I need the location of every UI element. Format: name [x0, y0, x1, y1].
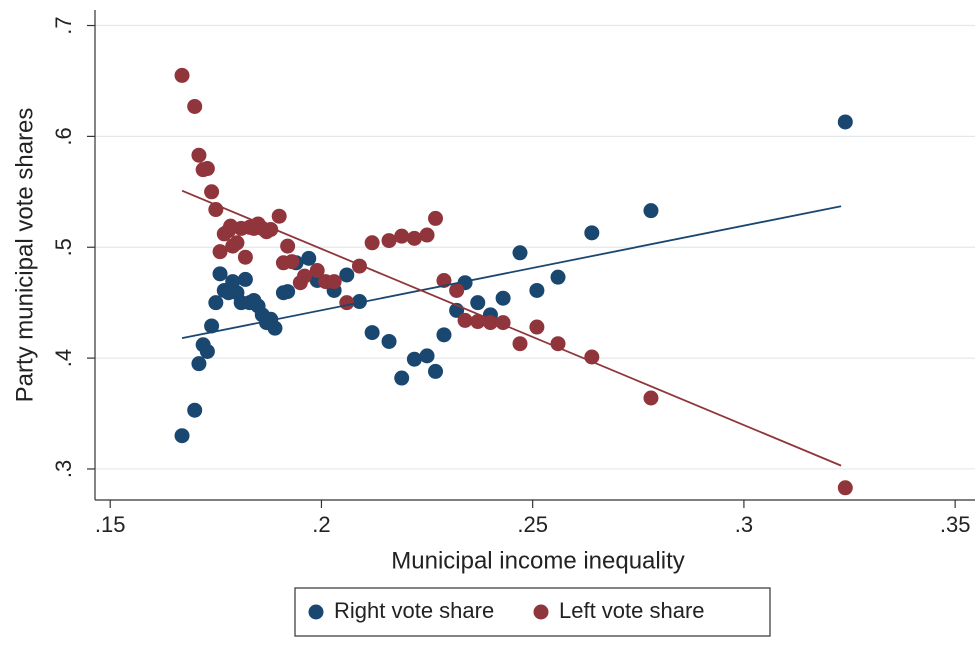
point [191, 147, 207, 163]
point [470, 295, 486, 311]
point [187, 402, 203, 418]
point [495, 290, 511, 306]
point [187, 98, 203, 114]
y-tick-label: .6 [51, 127, 76, 145]
x-tick-label: .2 [312, 512, 330, 537]
point [204, 318, 220, 334]
point [837, 114, 853, 130]
point [191, 356, 207, 372]
point [212, 266, 228, 282]
point [237, 271, 253, 287]
point [301, 250, 317, 266]
point [457, 312, 473, 328]
point [351, 294, 367, 310]
legend-box [294, 587, 771, 637]
x-tick-label: .25 [517, 512, 548, 537]
point [449, 282, 465, 298]
point [309, 263, 325, 279]
point [364, 235, 380, 251]
point [643, 390, 659, 406]
point [436, 327, 452, 343]
point [419, 348, 435, 364]
point [529, 319, 545, 335]
legend-marker [308, 604, 324, 620]
point [204, 184, 220, 200]
x-axis-title: Municipal income inequality [391, 547, 684, 574]
point [381, 233, 397, 249]
point [428, 363, 444, 379]
fit-line [181, 205, 842, 340]
point [643, 203, 659, 219]
point [529, 282, 545, 298]
point [428, 210, 444, 226]
legend-label: Right vote share [334, 598, 494, 623]
y-tick-label: .4 [51, 349, 76, 367]
point [381, 333, 397, 349]
point [364, 325, 380, 341]
x-tick-label: .15 [95, 512, 126, 537]
point [339, 267, 355, 283]
point [297, 268, 313, 284]
point [470, 314, 486, 330]
y-tick-label: .3 [51, 460, 76, 478]
point [284, 254, 300, 270]
fit-line [181, 189, 842, 467]
point [394, 370, 410, 386]
point [267, 320, 283, 336]
point [584, 225, 600, 241]
point [406, 230, 422, 246]
legend-label: Left vote share [559, 598, 705, 623]
point [837, 480, 853, 496]
point [280, 284, 296, 300]
point [208, 295, 224, 311]
point [174, 428, 190, 444]
point [550, 269, 566, 285]
y-tick-label: .5 [51, 238, 76, 256]
point [339, 295, 355, 311]
point [394, 228, 410, 244]
point [550, 336, 566, 352]
point [512, 336, 528, 352]
point [512, 245, 528, 261]
point [271, 208, 287, 224]
point [174, 67, 190, 83]
point [199, 161, 215, 177]
legend-marker [533, 604, 549, 620]
point [280, 238, 296, 254]
point [419, 227, 435, 243]
x-tick-label: .3 [735, 512, 753, 537]
point [237, 249, 253, 265]
y-tick-label: .7 [51, 16, 76, 34]
point [406, 351, 422, 367]
x-tick-label: .35 [940, 512, 971, 537]
point [482, 315, 498, 331]
point [199, 343, 215, 359]
point [229, 235, 245, 251]
y-axis-title: Party municipal vote shares [11, 108, 38, 403]
point [326, 274, 342, 290]
point [212, 244, 228, 260]
